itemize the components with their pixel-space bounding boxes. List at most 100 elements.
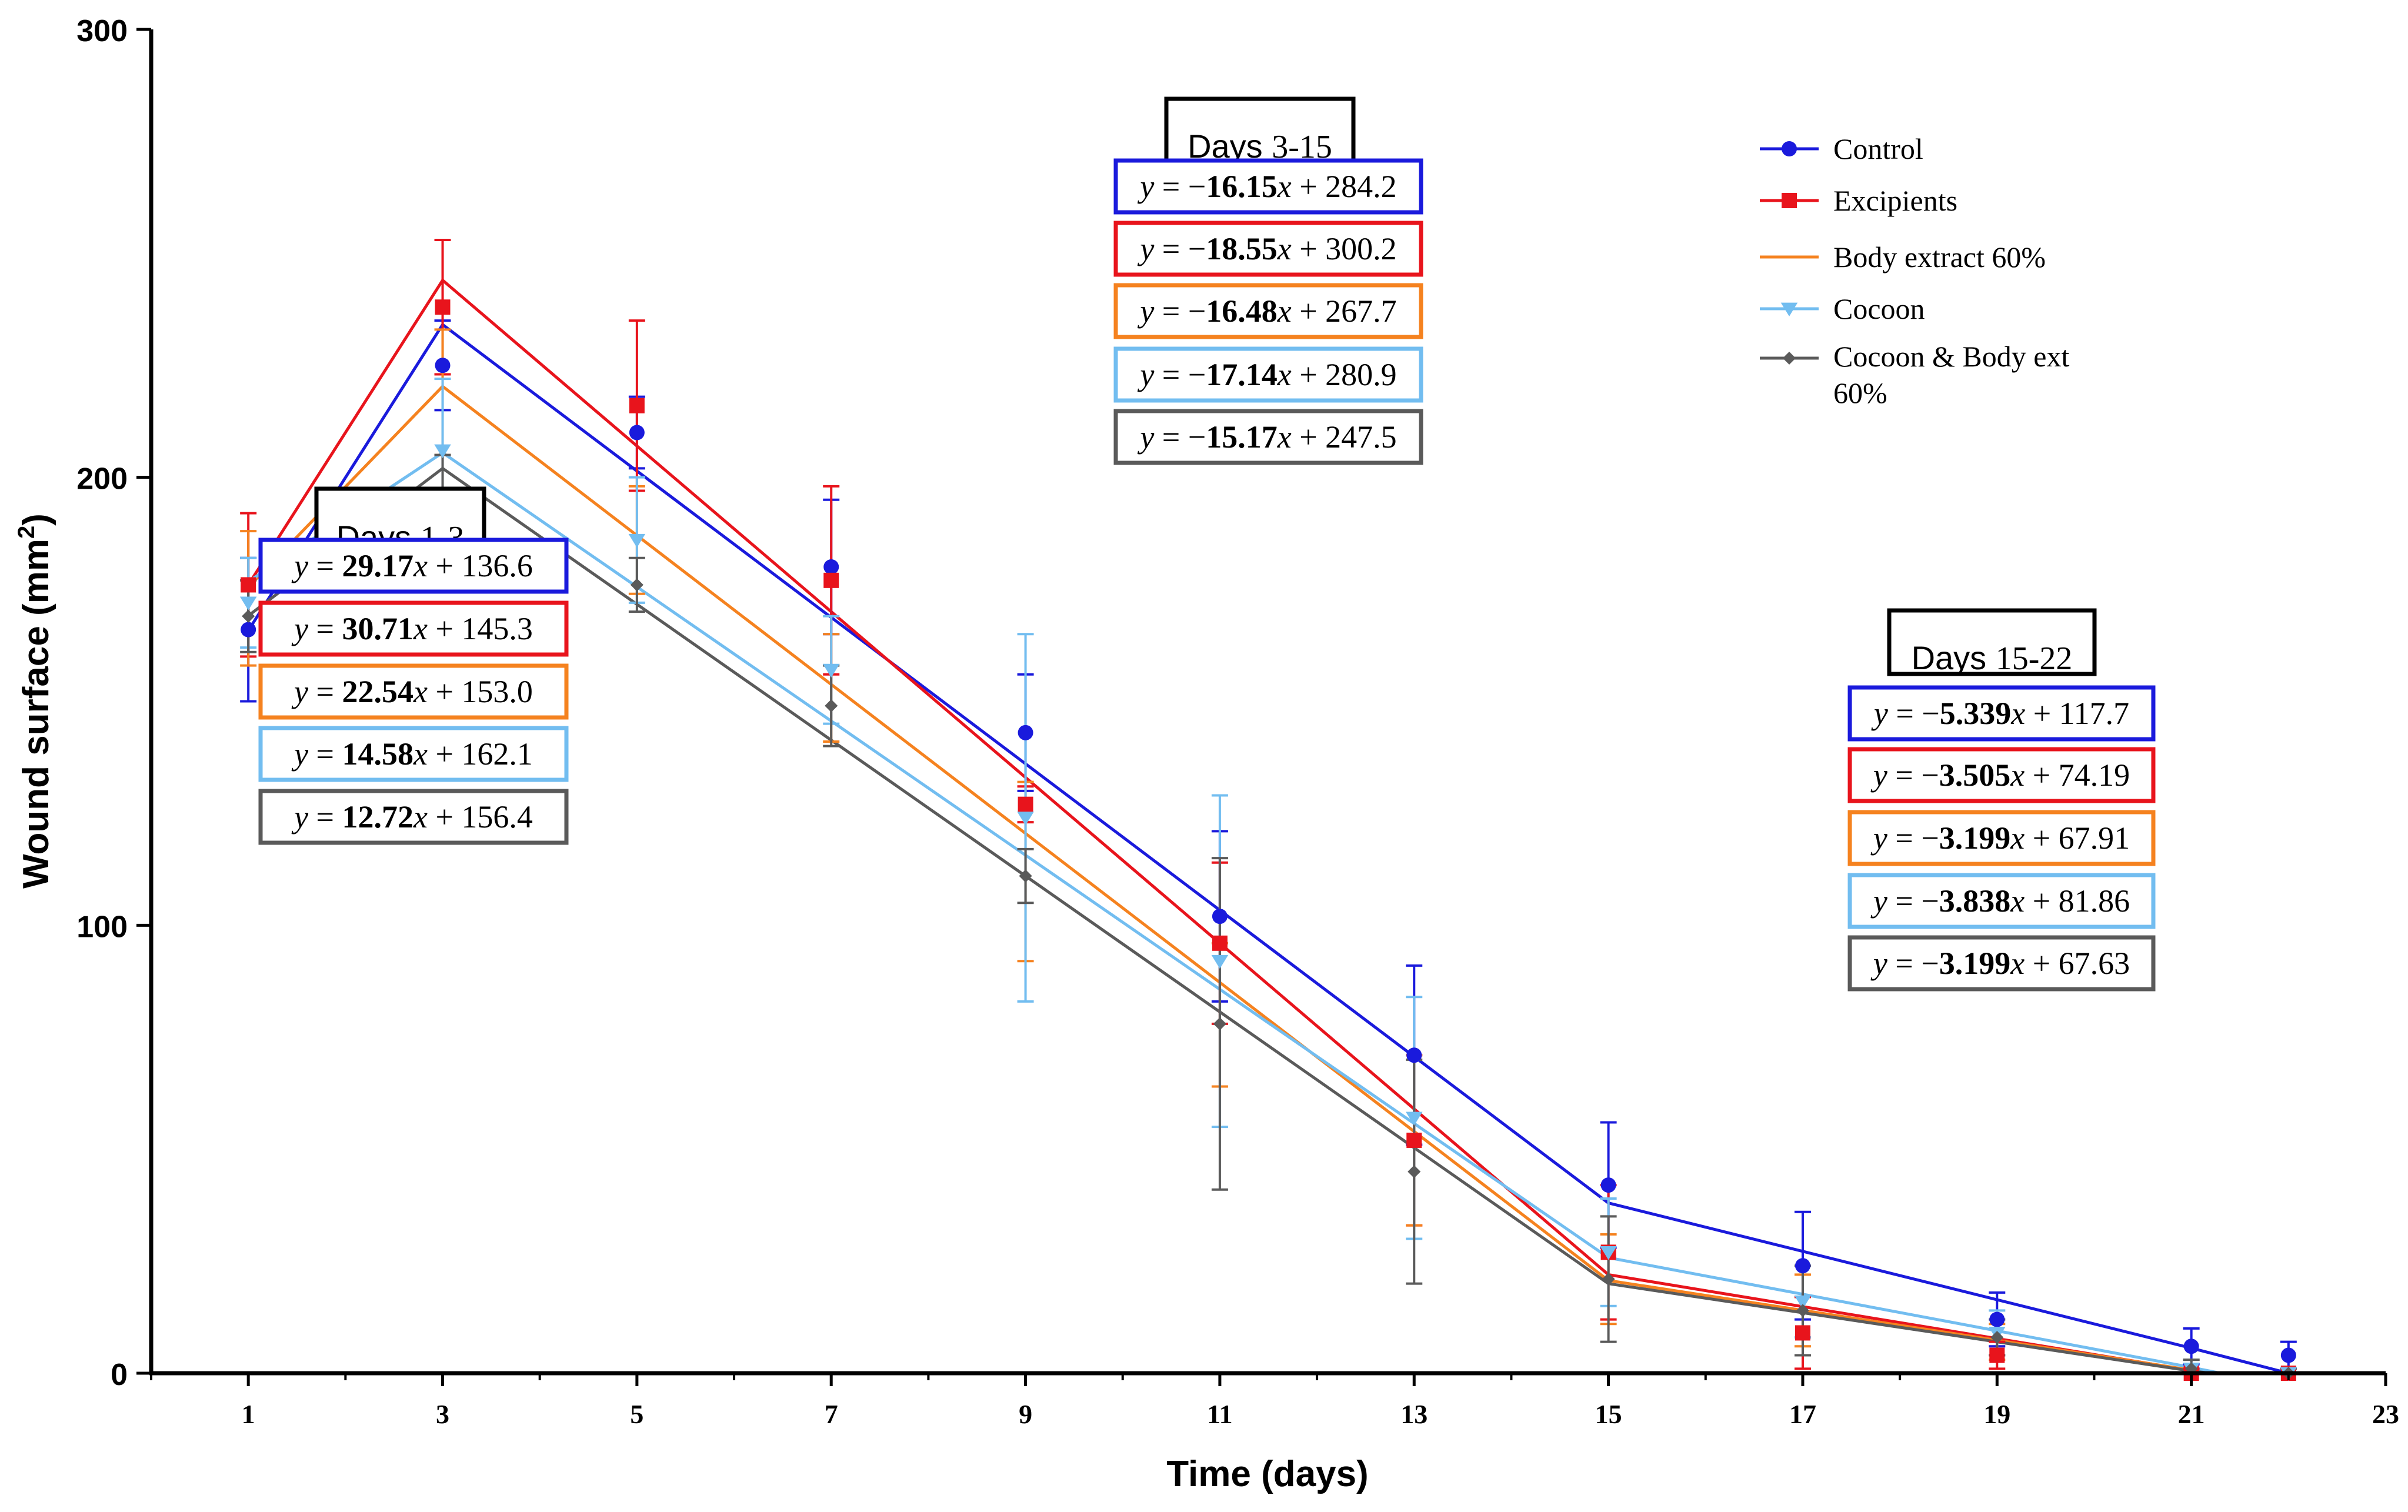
y-axis-title-close: ) <box>16 513 56 526</box>
equation-box <box>1113 409 1423 465</box>
equation-text: y = −16.48x + 267.7 <box>1137 293 1396 329</box>
equation-text: y = −17.14x + 280.9 <box>1137 357 1396 392</box>
cocoon-point <box>434 444 451 458</box>
control-point <box>241 622 256 637</box>
annotation-days-1-3: Days 1-3y = 29.17x + 136.6y = 30.71x + 1… <box>258 486 569 845</box>
regression-equation: y = 14.58x + 162.1 <box>258 726 569 782</box>
legend-marker <box>1782 141 1797 156</box>
equation-box <box>1113 221 1423 277</box>
excipients-point <box>1795 1325 1810 1341</box>
equation-text: y = −15.17x + 247.5 <box>1137 419 1396 455</box>
cocoon-point <box>1600 1246 1617 1260</box>
annotation-title-box <box>1887 608 2097 676</box>
equation-box <box>1847 810 2156 866</box>
excipients-point <box>629 398 645 413</box>
cocoon-body-ext-60-point <box>1796 1304 1810 1317</box>
regression-equation: y = 29.17x + 136.6 <box>258 538 569 594</box>
equation-text: y = 22.54x + 153.0 <box>291 674 533 709</box>
equation-box <box>258 789 569 845</box>
excipients-point <box>1212 935 1228 951</box>
excipients-point <box>1406 1132 1422 1148</box>
regression-equation: y = −3.505x + 74.19 <box>1847 747 2156 803</box>
x-tick-label: 19 <box>1983 1399 2010 1429</box>
regression-equation: y = −3.199x + 67.63 <box>1847 935 2156 992</box>
equation-box <box>1847 873 2156 929</box>
regression-equation: y = 30.71x + 145.3 <box>258 600 569 657</box>
cocoon-body-ext-60-point <box>1990 1331 2004 1344</box>
control-point <box>1989 1311 2005 1327</box>
control-point <box>1018 725 1033 740</box>
y-axis-title-main: Wound surface (mm <box>16 539 56 889</box>
control-point <box>1795 1258 1810 1274</box>
x-tick-label: 5 <box>630 1399 643 1429</box>
x-tick-label: 9 <box>1019 1399 1032 1429</box>
x-tick-label: 3 <box>436 1399 449 1429</box>
regression-equation: y = −16.48x + 267.7 <box>1113 283 1423 339</box>
equation-box <box>258 600 569 657</box>
equation-box <box>1113 158 1423 215</box>
cocoon-point <box>822 663 840 678</box>
legend-item-excipients: Excipients <box>1760 184 1957 217</box>
control-point <box>2183 1339 2199 1354</box>
equation-text: y = −3.505x + 74.19 <box>1870 757 2130 793</box>
x-tick-label: 1 <box>242 1399 255 1429</box>
equation-box <box>258 726 569 782</box>
y-tick-label: 0 <box>111 1358 128 1392</box>
regression-equation: y = −17.14x + 280.9 <box>1113 346 1423 403</box>
legend-marker <box>1782 351 1796 365</box>
regression-equation: y = −3.199x + 67.91 <box>1847 810 2156 866</box>
excipients-point <box>1018 796 1033 812</box>
control-point <box>2280 1347 2296 1363</box>
regression-equation: y = −18.55x + 300.2 <box>1113 221 1423 277</box>
equation-box <box>258 663 569 720</box>
legend-marker <box>1780 302 1798 316</box>
equation-box <box>1847 935 2156 992</box>
x-tick-label: 23 <box>2372 1399 2399 1429</box>
regression-equation: y = 12.72x + 156.4 <box>258 789 569 845</box>
annotations: Days 1-3y = 29.17x + 136.6y = 30.71x + 1… <box>258 96 2156 992</box>
equation-text: y = 14.58x + 162.1 <box>291 736 533 772</box>
regression-equation: y = −3.838x + 81.86 <box>1847 873 2156 929</box>
equation-text: y = −18.55x + 300.2 <box>1137 231 1396 266</box>
equation-text: y = 12.72x + 156.4 <box>291 799 533 835</box>
control-point <box>823 559 839 575</box>
excipients-point <box>823 572 839 588</box>
x-tick-label: 7 <box>825 1399 838 1429</box>
excipients-point <box>1989 1347 2005 1363</box>
cocoon-body-ext-60-point <box>1213 1017 1226 1030</box>
legend-label: Cocoon <box>1833 292 1925 325</box>
legend: Control Excipients Body extract 60% Cocoon C… <box>1760 132 2069 409</box>
annotation-days-3-15: Days 3-15y = −16.15x + 284.2y = −18.55x … <box>1113 96 1423 465</box>
y-tick-label: 100 <box>76 910 128 944</box>
regression-equation: y = −5.339x + 117.7 <box>1847 685 2156 742</box>
equation-box <box>258 538 569 594</box>
legend-item-body-extract-60: Body extract 60% <box>1760 241 2046 273</box>
y-tick-label: 300 <box>76 14 128 48</box>
cocoon-point <box>239 596 257 610</box>
y-tick-label: 200 <box>76 462 128 496</box>
cocoon-body-ext-60-point <box>1019 869 1032 883</box>
equation-box <box>1847 747 2156 803</box>
cocoon-point <box>1405 1112 1423 1126</box>
data-markers <box>239 299 2297 1381</box>
equation-text: y = 29.17x + 136.6 <box>291 548 533 583</box>
cocoon-body-ext-60-point <box>242 609 255 623</box>
equation-box <box>1847 685 2156 742</box>
equation-text: y = −16.15x + 284.2 <box>1137 169 1396 204</box>
x-tick-label: 15 <box>1595 1399 1622 1429</box>
cocoon-body-ext-60-point <box>630 578 643 592</box>
cocoon-point <box>1211 954 1229 969</box>
legend-label: Cocoon & Body ext 60% <box>1833 340 2069 409</box>
x-tick-label: 13 <box>1400 1399 1428 1429</box>
x-tick-label: 21 <box>2178 1399 2205 1429</box>
legend-label: Excipients <box>1833 184 1957 217</box>
x-tick-label: 17 <box>1789 1399 1816 1429</box>
control-point <box>1212 909 1228 924</box>
cocoon-body-ext-60-point <box>1408 1165 1421 1179</box>
annotation-days-15-22: Days 15-22 y = −5.339x + 117.7 y = −3.505x… <box>1847 608 2156 992</box>
regression-equation: y = −16.15x + 284.2 <box>1113 158 1423 215</box>
annotation-title: Days 15-22 <box>1912 639 2073 677</box>
legend-item-cocoon: Cocoon <box>1760 292 1925 325</box>
y-axis-title: Wound surface (mm2) <box>14 513 56 889</box>
